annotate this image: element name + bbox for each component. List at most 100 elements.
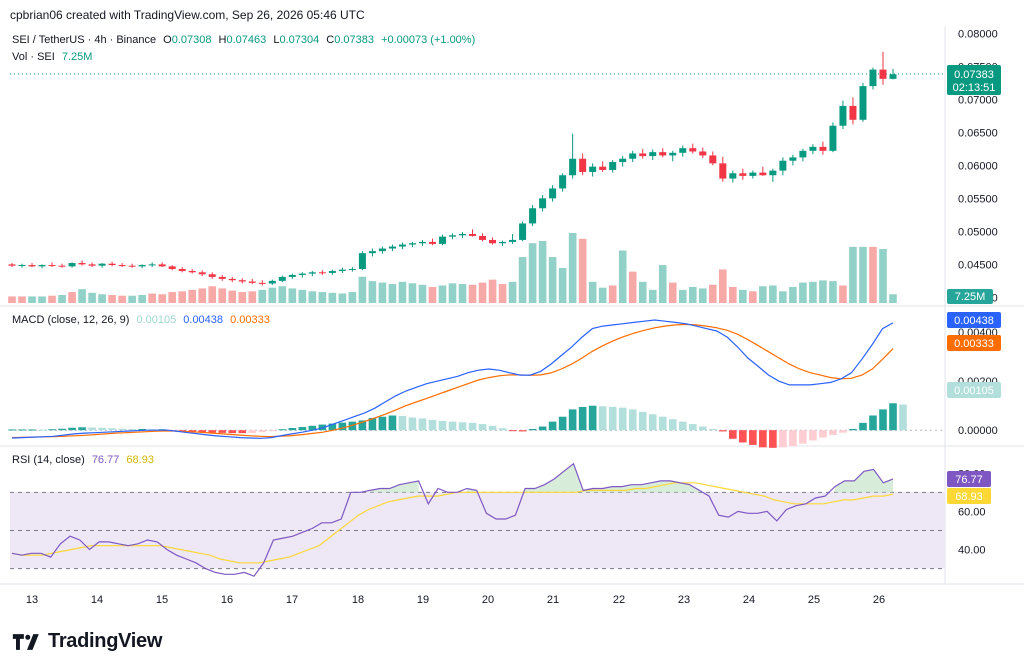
- candle-body: [889, 74, 897, 79]
- price-tick-label: 0.04500: [958, 259, 998, 271]
- volume-bar: [889, 294, 897, 303]
- volume-bar: [308, 291, 317, 303]
- macd-histogram-bar: [628, 409, 637, 431]
- candle-body: [68, 263, 76, 267]
- macd-histogram-bar: [528, 428, 537, 431]
- time-axis-label: 20: [482, 594, 494, 606]
- low-label: L: [273, 34, 280, 46]
- volume-bar: [428, 286, 437, 303]
- candle-body: [509, 239, 517, 242]
- candle-body: [459, 234, 467, 236]
- volume-bar: [358, 276, 367, 303]
- volume-bar: [729, 286, 737, 303]
- volume-bar: [568, 233, 577, 303]
- candle-body: [368, 251, 376, 254]
- candle-body: [529, 208, 537, 224]
- candle-body: [158, 264, 166, 267]
- macd-histogram-bar: [358, 420, 367, 431]
- macd-histogram-bar: [78, 427, 86, 431]
- candle-body: [819, 146, 827, 151]
- candle-body: [278, 276, 286, 281]
- price-tick-label: 0.05000: [958, 226, 998, 238]
- volume-bar: [328, 292, 337, 303]
- volume-bar: [268, 287, 277, 303]
- volume-bar: [799, 282, 807, 303]
- volume-bar: [869, 246, 877, 303]
- macd-histogram-bar: [338, 422, 347, 431]
- macd-histogram-bar: [538, 426, 547, 431]
- rsi-tick-label: 40.00: [958, 545, 986, 557]
- macd-histogram-bar: [498, 428, 507, 431]
- macd-histogram-bar: [368, 417, 377, 431]
- volume-tag-value: 7.25M: [955, 291, 986, 303]
- macd-histogram-bar: [118, 428, 126, 431]
- macd-histogram-bar: [28, 429, 36, 431]
- time-axis-label: 26: [873, 594, 885, 606]
- volume-bar: [238, 292, 247, 303]
- close-value: 0.07383: [334, 34, 374, 46]
- candle-body: [539, 198, 547, 209]
- volume-bar: [478, 282, 487, 303]
- volume-bar: [338, 293, 347, 303]
- candle-body: [749, 172, 757, 176]
- rsi-label: RSI (14, close): [12, 454, 85, 466]
- candle-body: [318, 272, 326, 274]
- volume-bar: [48, 295, 56, 303]
- chart-area[interactable]: 0.080000.075000.070000.065000.060000.055…: [0, 0, 1024, 620]
- macd-histogram-bar: [18, 429, 26, 431]
- chart-credit: cpbrian06 created with TradingView.com, …: [10, 8, 365, 22]
- macd-histogram-bar: [188, 430, 197, 432]
- macd-histogram-bar: [88, 427, 96, 431]
- candle-body: [408, 243, 416, 245]
- volume-bar: [819, 280, 827, 303]
- macd-histogram-bar: [208, 430, 217, 433]
- volume-bar: [88, 292, 96, 303]
- volume-bar: [398, 281, 407, 303]
- volume-bar: [518, 257, 527, 303]
- low-value: 0.07304: [279, 34, 320, 46]
- macd-histogram-bar: [638, 411, 647, 431]
- volume-bar: [588, 281, 597, 303]
- price-tick-label: 0.08000: [958, 28, 998, 40]
- rsi-overbought-fill: [525, 463, 700, 493]
- macd-histogram-bar: [749, 430, 757, 445]
- candle-body: [589, 166, 597, 172]
- candle-body: [699, 151, 707, 156]
- candle-body: [829, 125, 837, 151]
- candle-body: [288, 274, 296, 277]
- volume-bar: [668, 282, 677, 303]
- candle-body: [248, 281, 256, 283]
- macd-histogram-bar: [698, 426, 707, 431]
- macd-histogram-bar: [588, 405, 597, 431]
- volume-bar: [719, 269, 727, 303]
- candle-body: [679, 148, 687, 153]
- macd-histogram-bar: [298, 427, 307, 431]
- volume-bar: [708, 284, 717, 303]
- macd-histogram-bar: [8, 429, 16, 431]
- rsi-value-tag: [947, 471, 991, 487]
- macd-histogram-bar: [488, 425, 497, 431]
- volume-bar: [198, 288, 207, 303]
- volume-bar: [749, 291, 757, 303]
- macd-histogram-bar: [839, 430, 847, 433]
- candle-body: [559, 175, 567, 189]
- macd-histogram-bar: [829, 430, 837, 436]
- price-tick-label: 0.07000: [958, 94, 998, 106]
- volume-bar: [698, 288, 707, 303]
- volume-bar: [18, 296, 26, 303]
- time-axis-label: 23: [678, 594, 690, 606]
- macd-line-value: 0.00438: [183, 314, 224, 326]
- volume-bar: [608, 285, 617, 303]
- macd-histogram-bar: [328, 423, 337, 431]
- macd-histogram-bar: [508, 430, 517, 432]
- macd-histogram-bar: [739, 430, 747, 443]
- macd-histogram-bar: [789, 430, 797, 447]
- volume-bar: [678, 289, 687, 303]
- macd-histogram-bar: [779, 430, 787, 448]
- candle-body: [489, 239, 497, 244]
- macd-histogram-bar: [228, 430, 237, 434]
- price-tick-label: 0.06500: [958, 127, 998, 139]
- macd-histogram-bar: [668, 419, 677, 431]
- macd-histogram-bar: [308, 425, 317, 431]
- macd-histogram-bar: [278, 429, 287, 431]
